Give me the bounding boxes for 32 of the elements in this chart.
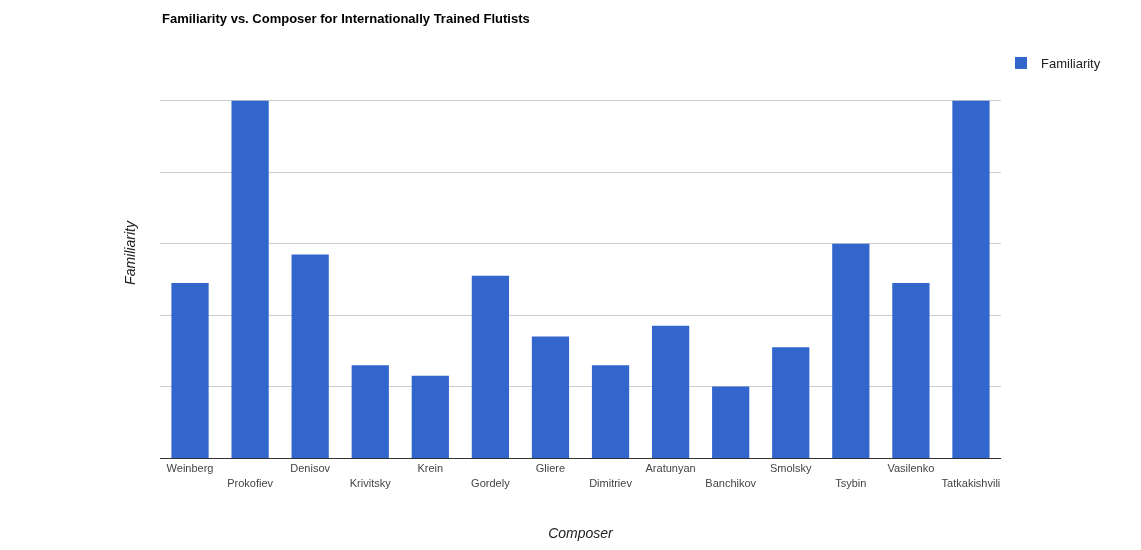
bar bbox=[772, 347, 810, 458]
x-tick-label: Gordely bbox=[471, 476, 511, 489]
x-tick-label: Prokofiev bbox=[227, 476, 274, 489]
bar bbox=[411, 375, 449, 458]
x-tick-label: Krivitsky bbox=[349, 476, 392, 489]
bar bbox=[832, 243, 870, 458]
x-tick-label: Krein bbox=[417, 462, 444, 475]
x-tick-label: Gliere bbox=[535, 462, 566, 475]
x-axis-title: Composer bbox=[548, 524, 615, 541]
y-axis-title: Familiarity bbox=[121, 220, 138, 285]
x-tick-label: Smolsky bbox=[769, 462, 813, 475]
bar bbox=[892, 283, 930, 458]
bar bbox=[471, 275, 510, 458]
x-tick-label: Denisov bbox=[290, 462, 331, 475]
legend-label: Familiarity bbox=[1041, 56, 1101, 72]
bar bbox=[651, 325, 690, 458]
bar bbox=[171, 283, 209, 458]
bar bbox=[591, 365, 630, 458]
bar bbox=[291, 254, 329, 458]
x-tick-label: Tsybin bbox=[835, 476, 867, 489]
chart-title: Familiarity vs. Composer for Internationally Trained Flutists bbox=[162, 10, 530, 26]
x-tick-label: Weinberg bbox=[166, 462, 214, 475]
x-tick-label: Dimitriev bbox=[589, 476, 633, 489]
bar bbox=[531, 336, 570, 458]
x-tick-label: Tatkakishvili bbox=[941, 476, 1001, 489]
x-tick-label: Aratunyan bbox=[645, 462, 696, 475]
bar bbox=[351, 365, 389, 458]
x-tick-label: Vasilenko bbox=[887, 462, 935, 475]
bar bbox=[231, 100, 269, 458]
bar bbox=[712, 386, 750, 458]
x-tick-label: Banchikov bbox=[705, 476, 757, 489]
bar bbox=[952, 100, 990, 458]
